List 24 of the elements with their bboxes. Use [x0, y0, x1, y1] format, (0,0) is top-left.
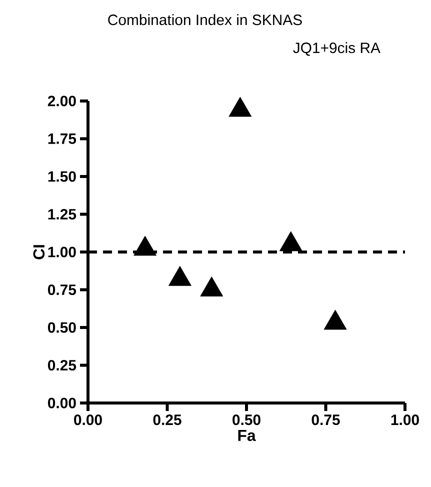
y-tick-label: 0.50: [48, 322, 76, 333]
point: [324, 310, 347, 330]
y-tick-label: 0.25: [48, 360, 76, 371]
x-axis-title: Fa: [238, 430, 256, 442]
y-tick-label: 1.50: [48, 171, 76, 182]
y-axis-title: CI: [33, 245, 45, 260]
y-tick-label: 2.00: [48, 96, 76, 106]
y-tick-label: 0.00: [48, 398, 76, 408]
y-tick-label: 0.75: [48, 284, 76, 296]
y-tick-label: 1.25: [48, 208, 76, 220]
x-tick-label: 0.00: [74, 414, 102, 426]
point: [168, 266, 192, 286]
x-tick-label: 1.00: [391, 414, 419, 426]
x-tick-label: 0.75: [312, 414, 340, 426]
chart-title: Combination Index in SKNAS: [108, 14, 302, 26]
x-tick-label: 0.25: [153, 414, 182, 426]
x-tick-label: 0.50: [232, 414, 260, 426]
y-tick-label: 1.75: [48, 134, 76, 144]
chart-subtitle: JQ1+9cis RA: [293, 42, 380, 56]
point: [279, 231, 302, 252]
point: [200, 276, 224, 296]
point: [134, 236, 157, 256]
point: [228, 96, 252, 117]
y-tick-label: 1.00: [48, 246, 76, 258]
